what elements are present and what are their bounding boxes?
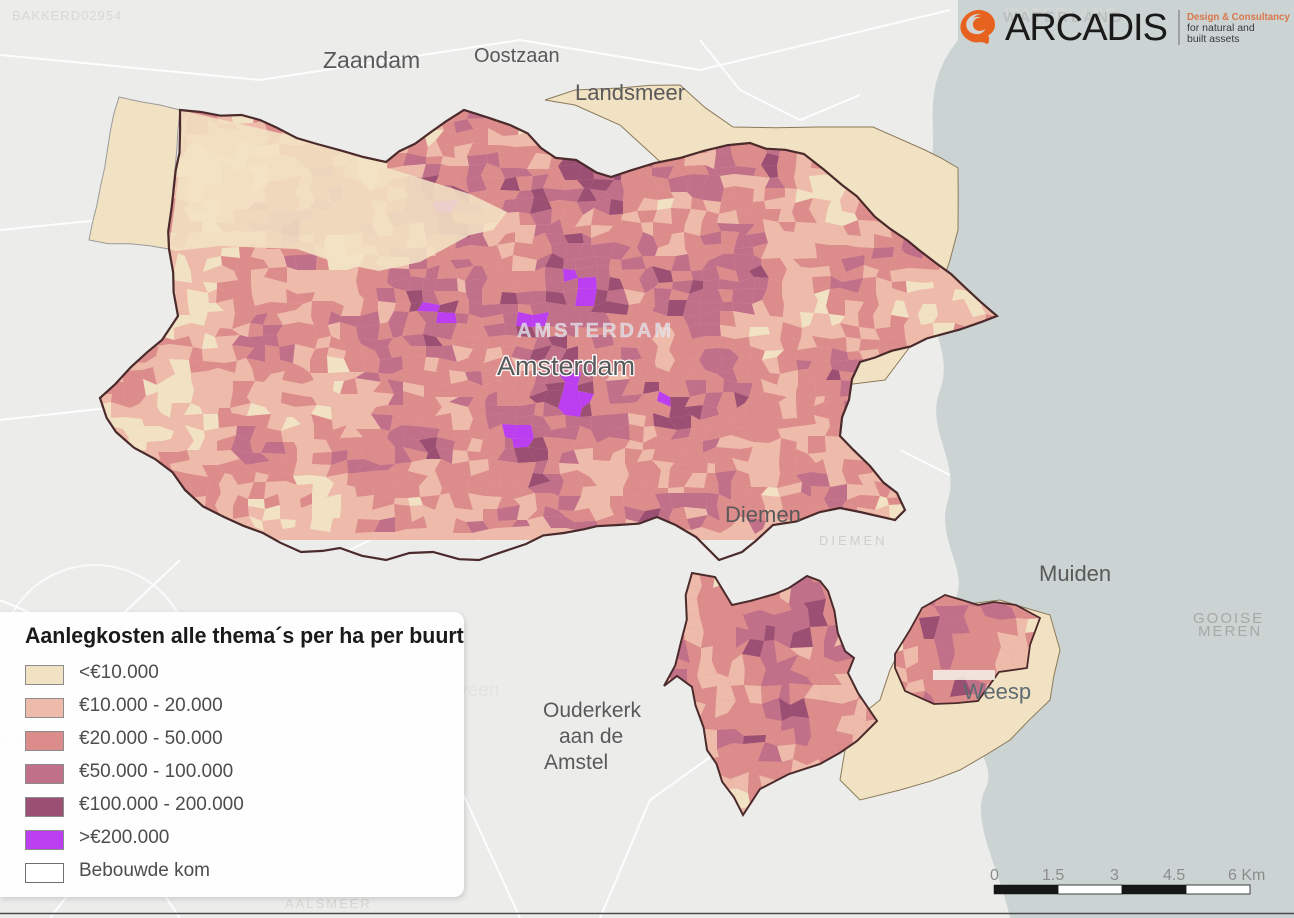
svg-text:AMSTERDAM: AMSTERDAM: [517, 320, 674, 342]
svg-text:built assets: built assets: [1187, 33, 1240, 45]
svg-text:Muiden: Muiden: [1039, 561, 1111, 586]
svg-text:ARCADIS: ARCADIS: [1005, 7, 1167, 49]
svg-text:Amstel: Amstel: [544, 751, 608, 774]
svg-text:Ouderkerk: Ouderkerk: [543, 699, 642, 722]
svg-text:AALSMEER: AALSMEER: [285, 896, 372, 911]
svg-text:Weesp: Weesp: [963, 679, 1031, 704]
svg-text:DIEMEN: DIEMEN: [819, 533, 888, 548]
svg-text:Oostzaan: Oostzaan: [474, 45, 560, 67]
svg-text:MEREN: MEREN: [1198, 623, 1262, 640]
svg-text:0: 0: [990, 867, 999, 884]
svg-text:1.5: 1.5: [1042, 867, 1064, 884]
svg-text:aan de: aan de: [559, 725, 623, 748]
svg-text:BAKKERD02954: BAKKERD02954: [12, 8, 122, 23]
svg-text:Zaandam: Zaandam: [323, 47, 420, 73]
svg-text:Amsterdam: Amsterdam: [497, 351, 635, 381]
svg-text:3: 3: [1110, 867, 1119, 884]
svg-text:Diemen: Diemen: [725, 502, 801, 527]
svg-text:4.5: 4.5: [1163, 867, 1185, 884]
svg-text:6 Km: 6 Km: [1228, 867, 1265, 884]
svg-text:Landsmeer: Landsmeer: [575, 80, 685, 105]
